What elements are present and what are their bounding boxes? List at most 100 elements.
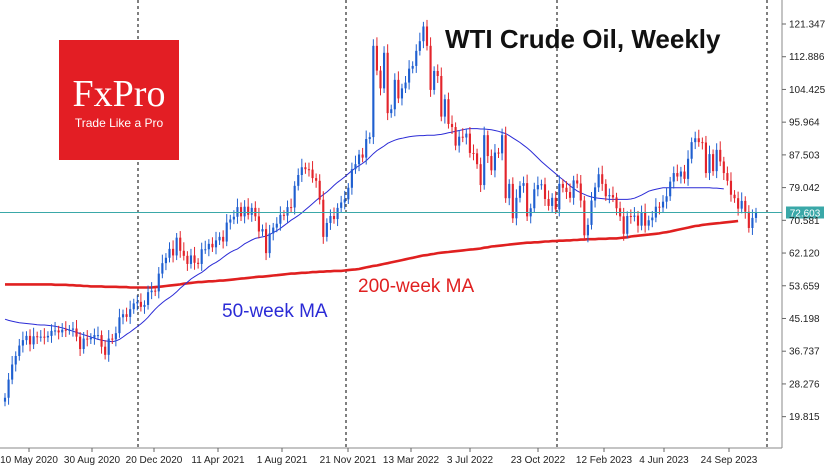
candle	[68, 325, 71, 335]
candle-body	[443, 99, 446, 117]
candle	[125, 307, 128, 322]
candle	[647, 215, 650, 231]
candle-body	[658, 206, 661, 208]
candle	[622, 207, 625, 241]
candle-body	[332, 215, 336, 220]
candle	[18, 338, 21, 361]
current-price-line: 72.603	[0, 206, 824, 219]
candle-body	[307, 169, 311, 171]
y-tick-label: 70.581	[789, 216, 820, 227]
candle-body	[651, 217, 654, 221]
candle	[150, 282, 153, 300]
candle	[690, 137, 693, 164]
candle-body	[536, 185, 539, 190]
candle-body	[368, 137, 371, 140]
candle-body	[415, 50, 418, 66]
candle	[93, 328, 96, 345]
candle	[222, 230, 225, 249]
candle-body	[683, 171, 686, 179]
candle	[415, 44, 418, 73]
candle	[193, 246, 196, 270]
candle-body	[136, 301, 139, 304]
x-tick-label: 13 Mar 2022	[383, 455, 440, 466]
candle-body	[418, 41, 421, 51]
candle	[729, 172, 733, 202]
logo-brand: FxPro	[72, 73, 166, 115]
candle	[722, 156, 725, 181]
candle	[701, 137, 704, 150]
candle-body	[21, 340, 24, 346]
candle	[679, 166, 682, 184]
candle-body	[7, 379, 10, 398]
candle-body	[264, 229, 268, 254]
candle	[350, 162, 353, 195]
candle	[604, 179, 607, 201]
candle-body	[708, 154, 711, 174]
candle	[375, 37, 378, 76]
candle	[418, 32, 421, 56]
candle	[726, 166, 729, 186]
candle-body	[486, 135, 489, 157]
candle	[50, 324, 53, 343]
candle-body	[558, 183, 561, 210]
ma200-series	[5, 219, 739, 289]
candle	[111, 333, 114, 344]
candle-body	[754, 212, 758, 218]
candle-body	[322, 199, 325, 237]
candle	[518, 181, 522, 203]
candle-body	[290, 207, 293, 209]
candle	[347, 183, 350, 205]
candle	[737, 191, 740, 216]
candle-body	[726, 173, 729, 181]
y-tick-label: 53.659	[789, 281, 820, 292]
candle-body	[50, 330, 53, 336]
candle-body	[565, 187, 568, 193]
candle-body	[175, 237, 178, 256]
candle-body	[28, 335, 32, 345]
candle-body	[57, 330, 60, 333]
candle	[207, 239, 210, 257]
candle-body	[225, 222, 228, 242]
candle-body	[483, 135, 486, 186]
candle	[708, 145, 711, 181]
candle-body	[744, 200, 747, 212]
candle-body	[733, 194, 736, 199]
candle	[504, 126, 507, 203]
candle-body	[543, 184, 547, 199]
candle-body	[490, 156, 493, 171]
candle-body	[139, 301, 142, 307]
candle	[275, 217, 278, 233]
candle	[543, 177, 547, 206]
candle-body	[125, 314, 128, 317]
candle-body	[522, 183, 525, 186]
candle-body	[96, 335, 100, 337]
candle	[386, 44, 389, 121]
candle	[547, 190, 550, 211]
candle	[107, 330, 110, 362]
candle	[586, 218, 589, 243]
candle-body	[275, 223, 278, 228]
candle-body	[701, 142, 704, 144]
candle-body	[472, 152, 475, 154]
candle-body	[64, 329, 67, 331]
candle	[540, 179, 543, 190]
candle	[601, 165, 604, 191]
candle	[43, 328, 46, 345]
candle-body	[450, 123, 454, 128]
candle	[536, 176, 539, 197]
candle	[558, 175, 561, 217]
candle	[744, 196, 747, 219]
candle-body	[157, 273, 160, 292]
x-tick-label: 1 Aug 2021	[257, 455, 308, 466]
candle-body	[250, 207, 253, 215]
candle	[568, 183, 572, 203]
candle	[282, 210, 286, 221]
candle-body	[243, 206, 246, 217]
candle	[383, 46, 386, 94]
candle	[261, 224, 264, 237]
candle	[172, 240, 175, 263]
candle	[629, 209, 632, 224]
candle-body	[43, 336, 46, 338]
y-tick-label: 19.815	[789, 412, 820, 423]
candle-body	[361, 154, 364, 158]
